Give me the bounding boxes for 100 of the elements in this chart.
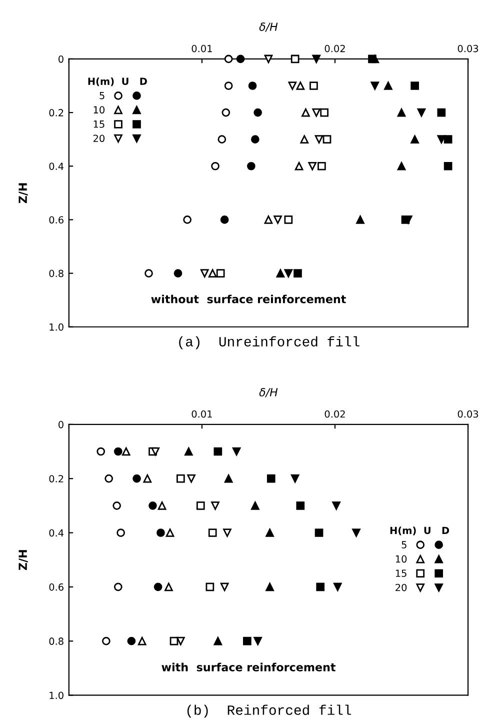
point (300, 135, 309, 144)
point (264, 54, 273, 64)
point (208, 269, 217, 278)
text: (b) Reinforced fill (187, 704, 352, 718)
point (211, 162, 220, 170)
point (254, 108, 262, 117)
point (208, 528, 217, 537)
legend-title: H(m) U D (390, 526, 450, 536)
point (437, 108, 446, 117)
point (176, 636, 185, 646)
x-tick-label: 0.03 (458, 410, 478, 418)
point (370, 82, 380, 90)
point (224, 54, 233, 64)
y-tick-label: 0.4 (49, 162, 64, 170)
point (176, 474, 185, 483)
text: (a) Unreinforced fill (179, 336, 360, 350)
point (332, 502, 340, 510)
point (224, 474, 233, 483)
point (151, 447, 160, 456)
legend-label: 20 (396, 584, 407, 592)
point (96, 447, 106, 456)
x-tick-label: 0.01 (192, 410, 212, 418)
point (174, 269, 182, 278)
point (294, 269, 302, 278)
point (164, 582, 173, 592)
point (294, 162, 304, 170)
point (264, 216, 273, 224)
point (276, 269, 285, 278)
point (320, 108, 329, 117)
y-tick-label: 0 (58, 55, 64, 63)
y-tick-label: 1.0 (50, 323, 64, 331)
point (102, 636, 110, 646)
point (243, 636, 252, 646)
point (154, 582, 162, 592)
point (314, 528, 324, 537)
point (158, 502, 166, 510)
legend-label: 10 (94, 106, 104, 114)
point (444, 162, 452, 170)
legend-label: 15 (94, 120, 104, 128)
y-tick-label: 0.2 (49, 475, 64, 482)
point (214, 447, 222, 456)
point (206, 582, 214, 592)
point (224, 82, 233, 90)
point (196, 502, 205, 510)
point (266, 528, 274, 537)
point (314, 135, 324, 144)
y-tick-label: 0.6 (49, 216, 64, 224)
point (352, 528, 360, 537)
point (200, 269, 209, 278)
y-tick-label: 0 (58, 420, 64, 428)
point (266, 474, 276, 483)
point (310, 82, 318, 90)
point (166, 528, 174, 537)
point (368, 54, 376, 64)
x-tick-label: 0.02 (324, 44, 345, 52)
point (266, 582, 274, 592)
point (333, 582, 342, 592)
y-tick-label: 0.8 (49, 638, 64, 645)
x-axis-title: δ/H (259, 22, 278, 32)
point (148, 502, 157, 510)
y-tick-label: 0.4 (49, 529, 64, 537)
point (156, 528, 165, 537)
point (290, 474, 300, 483)
point (308, 162, 317, 170)
point (251, 502, 260, 510)
point (312, 54, 321, 64)
point (220, 582, 229, 592)
x-axis-title: δ/H (259, 388, 278, 398)
y-tick-label: 0.6 (49, 583, 64, 591)
point (254, 636, 262, 646)
point (223, 528, 232, 537)
point (384, 82, 392, 90)
point (296, 82, 305, 90)
point (218, 135, 226, 144)
point (216, 269, 225, 278)
x-tick-label: 0.01 (192, 44, 212, 52)
point (312, 108, 321, 117)
legend-label: 15 (396, 570, 406, 577)
annotation: without surface reinforcement (151, 294, 346, 304)
legend-label: 10 (396, 555, 407, 563)
legend-label: 5 (402, 541, 406, 548)
point (251, 135, 260, 144)
point (316, 582, 325, 592)
y-tick-label: 1.0 (50, 692, 64, 700)
point (397, 108, 406, 117)
point (302, 108, 310, 117)
point (122, 447, 130, 456)
point (187, 474, 196, 483)
y-tick-label: 0.8 (49, 270, 64, 278)
point (116, 528, 125, 537)
point (284, 269, 293, 278)
point (222, 108, 230, 117)
point (220, 216, 229, 224)
point (437, 135, 446, 144)
point (104, 474, 114, 483)
point (284, 216, 293, 224)
point (248, 82, 257, 90)
point (410, 82, 419, 90)
y-axis-title: Z/H (18, 183, 28, 204)
point (114, 447, 122, 456)
